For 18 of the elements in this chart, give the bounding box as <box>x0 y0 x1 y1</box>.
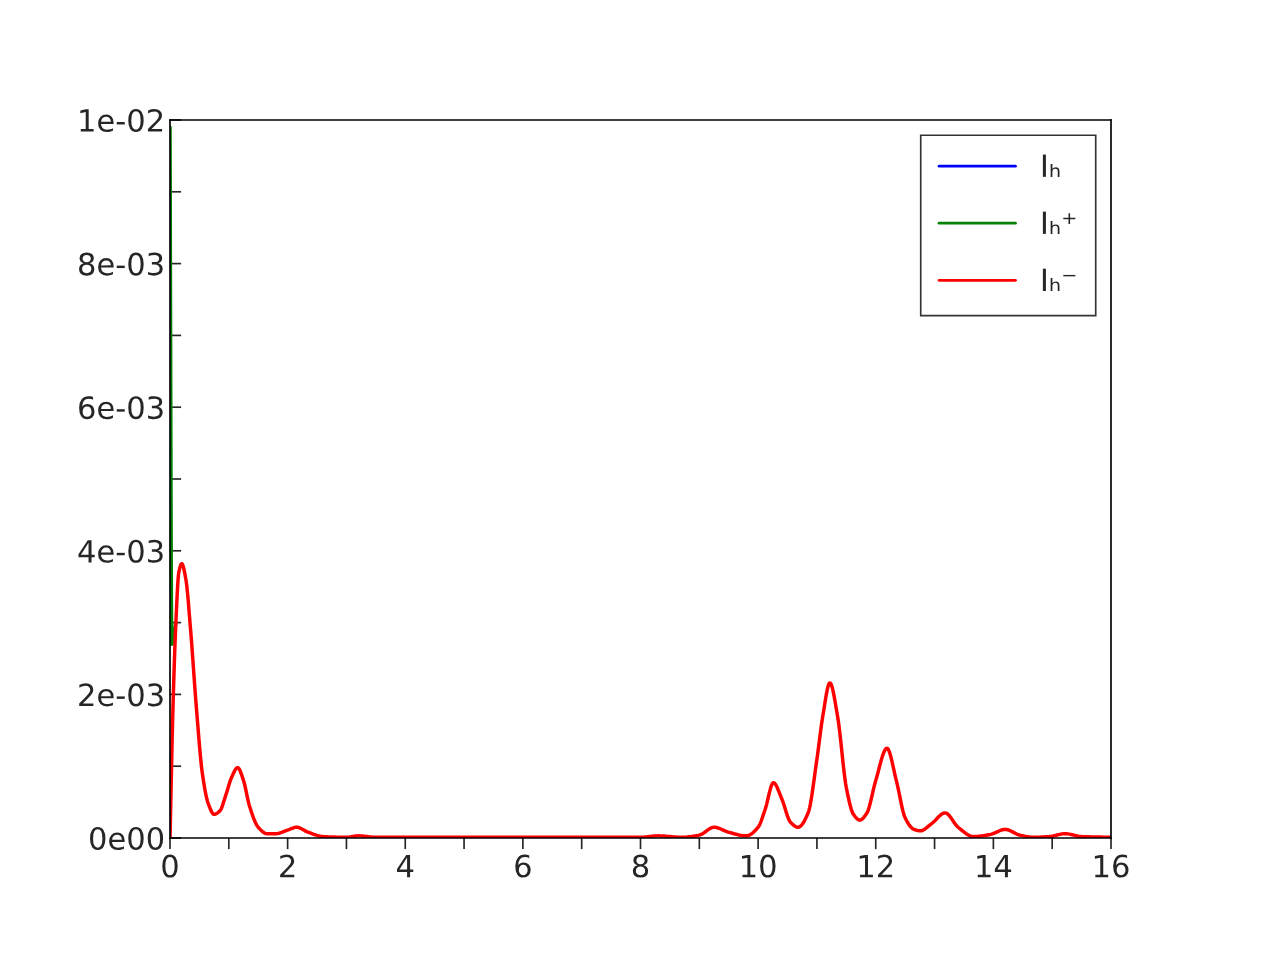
y-tick-label: 4e-03 <box>78 539 163 563</box>
x-tick-label: 0 <box>162 854 178 878</box>
x-tick-label: 16 <box>1094 854 1129 878</box>
x-tick-label: 2 <box>280 854 295 878</box>
legend-label: Iₕ⁻ <box>1042 268 1076 292</box>
y-tick-label: 6e-03 <box>79 396 163 420</box>
y-tick-label: 2e-03 <box>79 683 163 707</box>
x-tick-label: 6 <box>515 854 531 878</box>
legend-label: Iₕ <box>1042 154 1060 177</box>
x-tick-label: 8 <box>632 854 649 878</box>
x-tick-label: 12 <box>859 854 893 878</box>
y-tick-label: 1e-02 <box>80 108 163 133</box>
x-tick-label: 14 <box>977 854 1012 878</box>
y-tick-label: 8e-03 <box>79 252 163 276</box>
x-tick-label: 10 <box>742 854 776 878</box>
legend-label: Iₕ⁺ <box>1042 211 1076 235</box>
x-tick-label: 4 <box>397 854 414 878</box>
y-tick-label: 0e00 <box>90 826 164 851</box>
